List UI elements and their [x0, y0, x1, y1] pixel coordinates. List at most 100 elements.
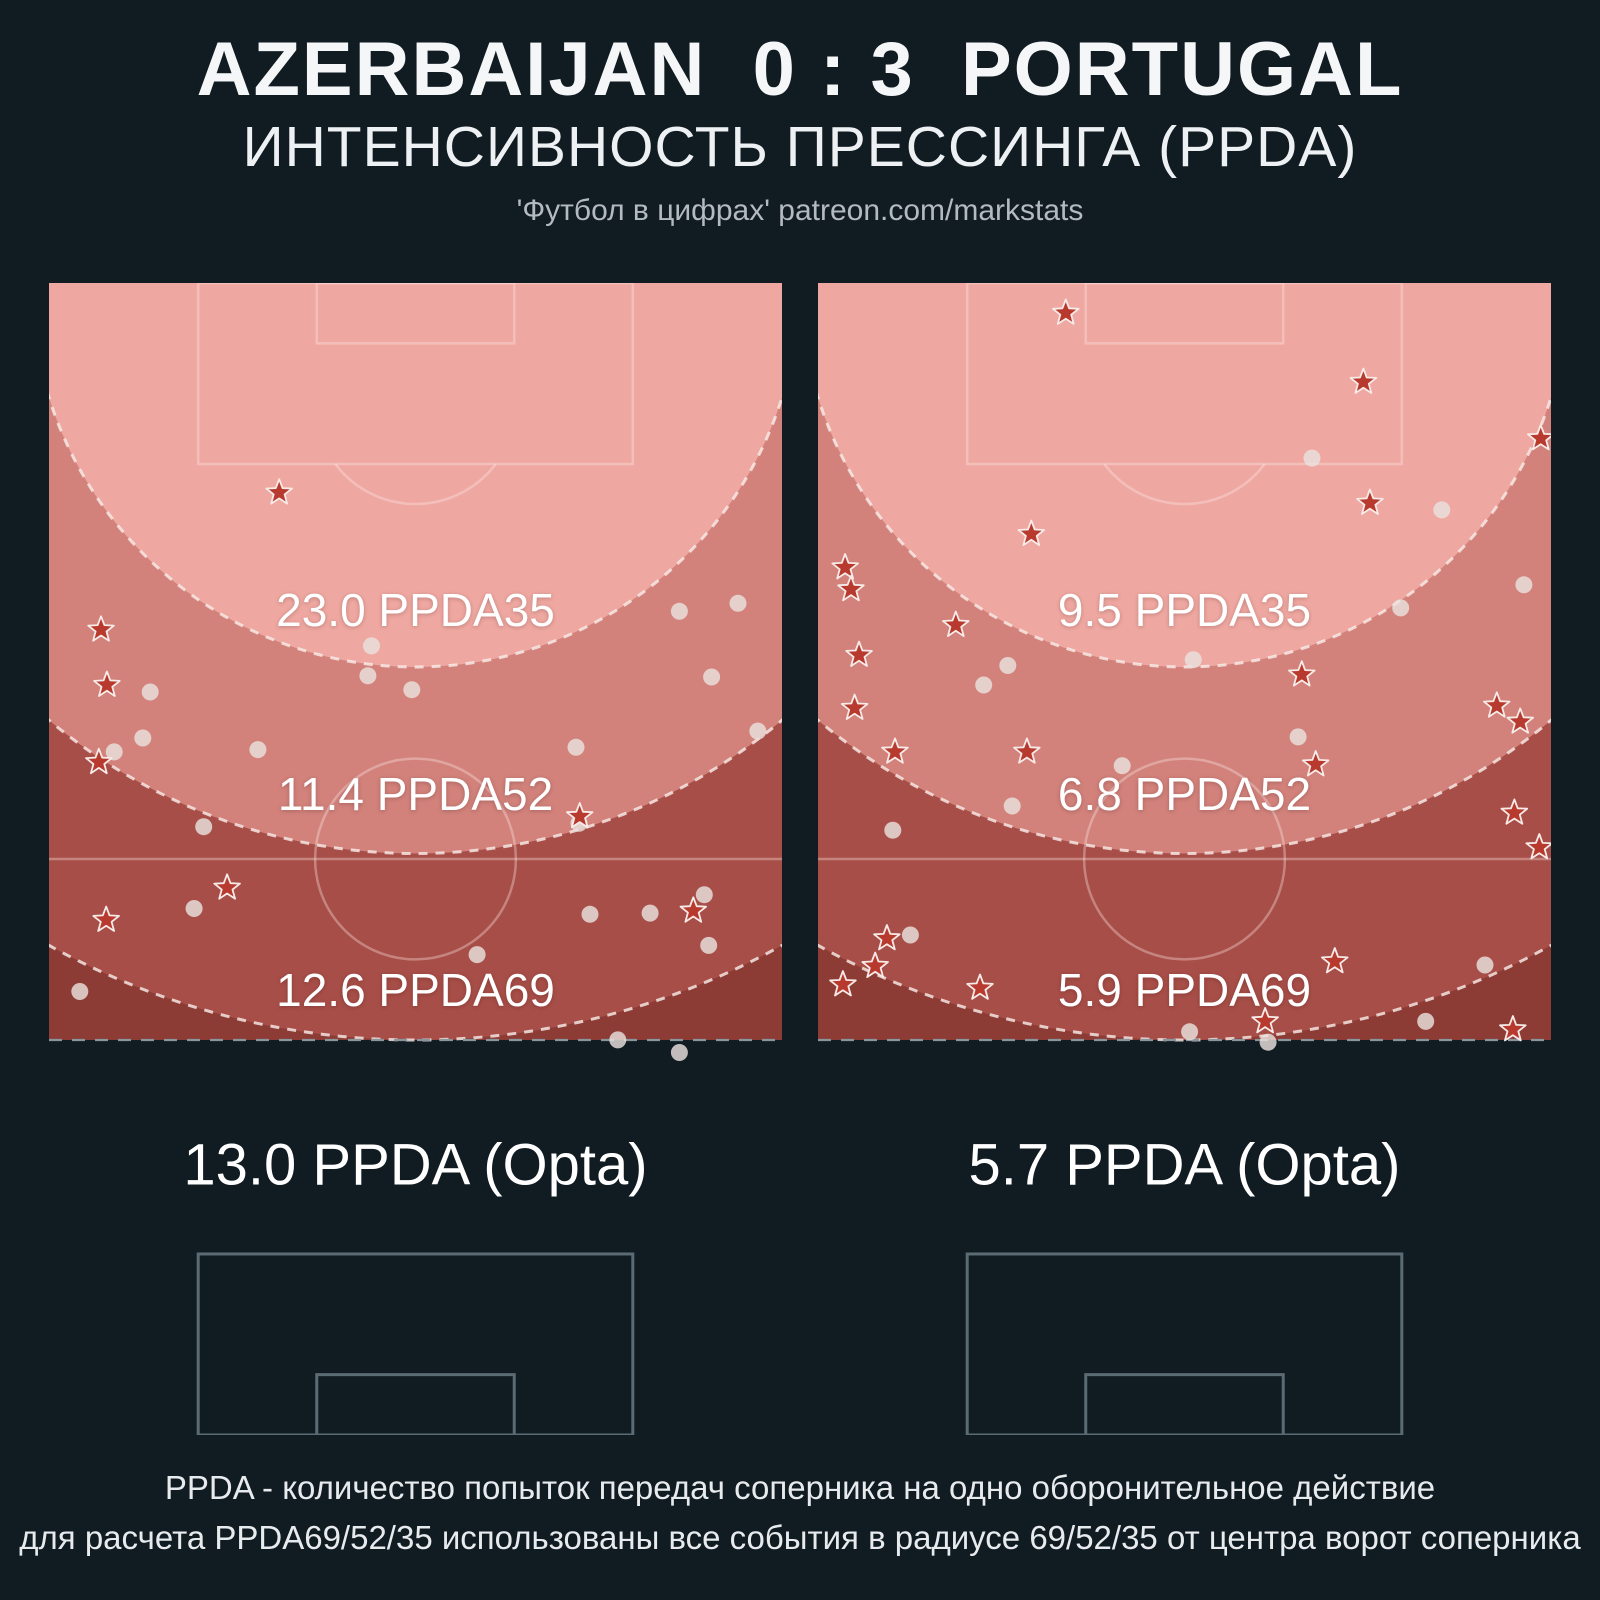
pass-dot	[729, 594, 747, 612]
goal-box-bottom	[315, 1373, 516, 1435]
defensive-action-star	[566, 802, 594, 829]
pass-dot	[185, 900, 203, 917]
pass-dot	[975, 676, 993, 694]
defensive-action-star	[679, 896, 707, 923]
footer: PPDA - количество попыток передач соперн…	[0, 1463, 1600, 1562]
defensive-action-star	[1506, 707, 1534, 734]
pass-dot	[403, 681, 421, 699]
defensive-action-star	[1499, 1015, 1527, 1042]
ppda52-label-portugal: 6.8 PPDA52	[1057, 768, 1312, 821]
defensive-action-star	[1288, 660, 1316, 687]
defensive-action-star	[85, 747, 113, 775]
pass-dot	[359, 667, 377, 685]
pitch-azerbaijan: 23.0 PPDA35 11.4 PPDA52 12.6 PPDA69 13.0…	[49, 283, 782, 1435]
pass-dot	[700, 936, 718, 954]
zone-ppda35	[49, 283, 782, 667]
pass-dot	[567, 738, 585, 756]
defensive-action-star	[265, 478, 293, 505]
pass-dot	[703, 668, 721, 686]
pitch-portugal: 9.5 PPDA35 6.8 PPDA52 5.9 PPDA69 5.7 PPD…	[818, 283, 1551, 1435]
defensive-action-star	[1500, 798, 1529, 825]
defensive-action-star	[87, 615, 115, 642]
pass-dot	[581, 905, 599, 923]
center-circle	[313, 757, 518, 961]
pass-dot	[1259, 1033, 1277, 1051]
defensive-action-star	[1251, 1007, 1279, 1034]
penalty-box-bottom	[196, 1252, 635, 1435]
pass-dot	[1417, 1012, 1435, 1030]
pitch-canvas-portugal	[818, 283, 1551, 1435]
pass-dot	[670, 602, 688, 620]
defensive-action-star	[213, 873, 241, 900]
defensive-action-star	[1483, 691, 1511, 718]
pass-dot	[695, 886, 713, 904]
defensive-action-star	[1527, 424, 1551, 451]
ppda69-label-azerbaijan: 12.6 PPDA69	[276, 964, 555, 1017]
zone-boundary-35	[818, 392, 1551, 669]
pass-dot	[71, 983, 89, 1000]
defensive-action-star	[1356, 488, 1384, 515]
penalty-box-top	[965, 283, 1404, 466]
defensive-action-star	[1302, 750, 1330, 777]
ppda52-label-azerbaijan: 11.4 PPDA52	[277, 768, 554, 821]
pass-dot	[641, 904, 659, 922]
pass-dot	[1515, 576, 1533, 594]
pitches-row: 23.0 PPDA35 11.4 PPDA52 12.6 PPDA69 13.0…	[0, 283, 1600, 1435]
defensive-action-star	[845, 640, 873, 667]
pitch-canvas-azerbaijan	[49, 283, 782, 1435]
footer-definition-line: PPDA - количество попыток передач соперн…	[164, 1469, 1436, 1506]
defensive-action-star	[831, 553, 859, 580]
defensive-action-star	[1525, 833, 1551, 860]
ppda35-label-portugal: 9.5 PPDA35	[1057, 584, 1312, 637]
penalty-box-top	[196, 283, 635, 466]
defensive-action-star	[881, 737, 909, 764]
pass-dot	[141, 683, 159, 701]
pass-dot	[670, 1044, 688, 1061]
pass-dot	[999, 657, 1017, 674]
pass-dot	[1289, 728, 1307, 746]
pass-dot	[249, 741, 267, 759]
ppda-opta-label-portugal: 5.7 PPDA (Opta)	[968, 1132, 1401, 1198]
pass-dot	[1303, 449, 1321, 467]
defensive-action-star	[840, 693, 869, 720]
pass-dot	[884, 821, 902, 839]
center-circle	[1082, 757, 1287, 961]
pass-dot	[1113, 757, 1131, 775]
pass-dot	[134, 729, 152, 747]
header: AZERBAIJAN 0 : 3 PORTUGAL ИНТЕНСИВНОСТЬ …	[0, 0, 1600, 283]
pass-dot	[1003, 797, 1021, 815]
defensive-action-star	[942, 610, 970, 637]
credit-line: 'Футбол в цифрах' patreon.com/markstats	[516, 194, 1084, 228]
ppda-opta-label-azerbaijan: 13.0 PPDA (Opta)	[183, 1132, 648, 1198]
ppda69-label-portugal: 5.9 PPDA69	[1057, 964, 1312, 1017]
defensive-action-star	[1013, 737, 1041, 764]
goal-box-top	[1084, 283, 1285, 345]
defensive-action-star	[1321, 947, 1349, 974]
pass-dot	[749, 722, 767, 740]
penalty-arc-top	[1103, 463, 1266, 506]
pass-dot	[1476, 956, 1494, 974]
ppda35-label-azerbaijan: 23.0 PPDA35	[276, 584, 555, 637]
defensive-action-star	[92, 905, 120, 932]
defensive-action-star	[1052, 298, 1080, 325]
pass-dot	[105, 743, 123, 761]
defensive-action-star	[837, 575, 865, 602]
defensive-action-star	[966, 973, 994, 1000]
goal-box-bottom	[1084, 1373, 1285, 1435]
pass-dot	[901, 926, 919, 944]
defensive-action-star	[861, 951, 889, 978]
pass-dot	[363, 637, 380, 655]
pass-dot	[1181, 1023, 1199, 1041]
pass-dot	[195, 818, 213, 836]
pass-dot	[468, 946, 486, 964]
defensive-action-star	[873, 924, 901, 951]
penalty-arc-top	[334, 463, 497, 506]
defensive-action-star	[1349, 367, 1378, 394]
penalty-box-bottom	[965, 1252, 1404, 1435]
footer-method-line: для расчета PPDA69/52/35 использованы вс…	[19, 1518, 1581, 1556]
pass-dot	[1433, 501, 1451, 519]
defensive-action-star	[829, 970, 857, 997]
goal-box-top	[315, 283, 516, 345]
zone-boundary-35	[49, 392, 782, 669]
